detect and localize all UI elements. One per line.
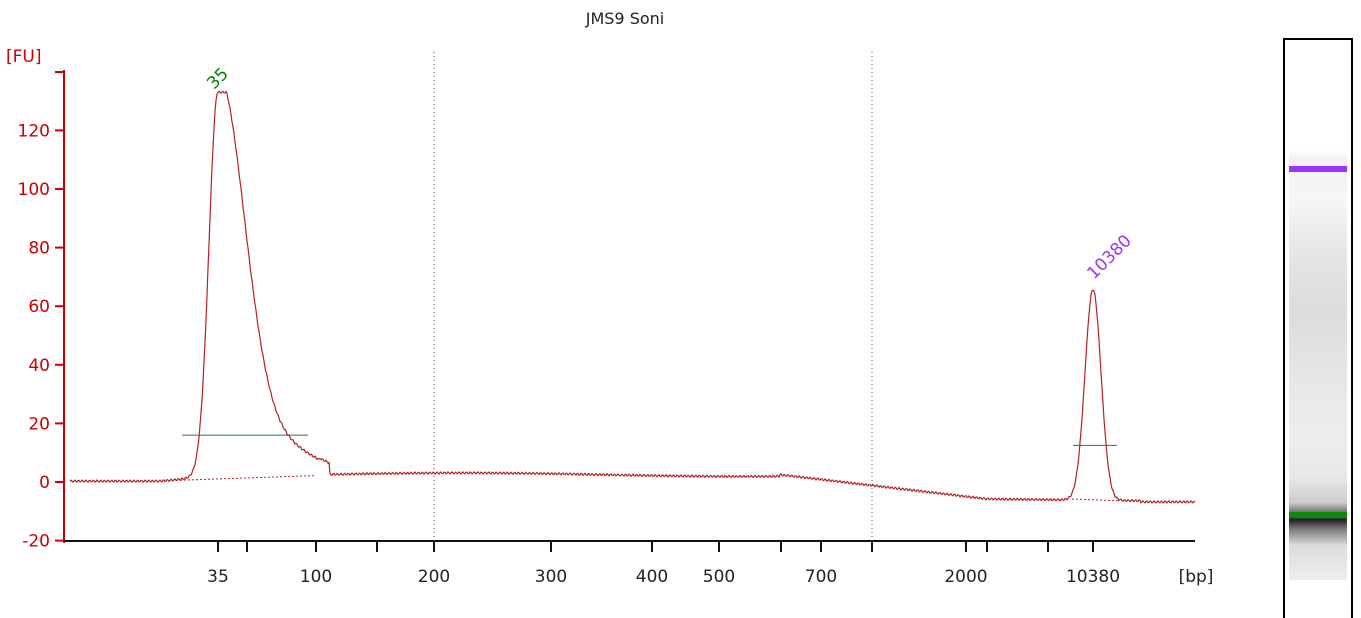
x-axis-unit-label: [bp] [1179, 567, 1214, 587]
x-tick-label: 10380 [1066, 567, 1120, 587]
electropherogram-chart: JMS9 Soni -20 0 20 40 60 80 100 120 35 100 200 300… [6, 9, 1214, 587]
chart-title: JMS9 Soni [585, 9, 664, 28]
y-axis-unit-label: [FU] [6, 47, 42, 67]
y-tick-label: 0 [39, 473, 50, 493]
y-tick-label: 60 [28, 297, 50, 317]
x-tick-label: 35 [207, 567, 229, 587]
x-axis: 35 100 200 300 400 500 700 2000 10380 [64, 540, 1195, 587]
peak-labels: 35 10380 [203, 64, 1135, 283]
x-tick-label: 200 [418, 567, 450, 587]
chart-gridlines [433, 52, 873, 538]
peak-label-35: 35 [203, 64, 232, 93]
gel-band-lower-marker [1289, 512, 1347, 518]
y-tick-label: 80 [28, 239, 50, 259]
chart-baseline-dotted [171, 475, 1119, 502]
y-tick-label: 40 [28, 356, 50, 376]
chart-integration-lines [182, 434, 1117, 446]
chart-trace [69, 90, 1196, 504]
gel-image [1283, 38, 1353, 618]
y-tick-label: 120 [18, 121, 50, 141]
baseline-segment [171, 475, 317, 482]
y-tick-label: 20 [28, 414, 50, 434]
x-tick-label: 500 [703, 567, 735, 587]
x-tick-label: 100 [300, 567, 332, 587]
x-tick-label: 300 [535, 567, 567, 587]
peak-label-10380: 10380 [1083, 231, 1135, 283]
x-tick-label: 2000 [944, 567, 987, 587]
y-tick-label: 100 [18, 180, 50, 200]
x-tick-label: 400 [636, 567, 668, 587]
gel-band-upper-marker [1289, 166, 1347, 172]
x-tick-label: 700 [805, 567, 837, 587]
y-tick-label: -20 [22, 532, 50, 552]
y-axis: -20 0 20 40 60 80 100 120 [18, 70, 65, 552]
trace-line [69, 90, 1196, 504]
baseline-segment [1071, 498, 1119, 502]
gel-lane [1289, 150, 1347, 580]
